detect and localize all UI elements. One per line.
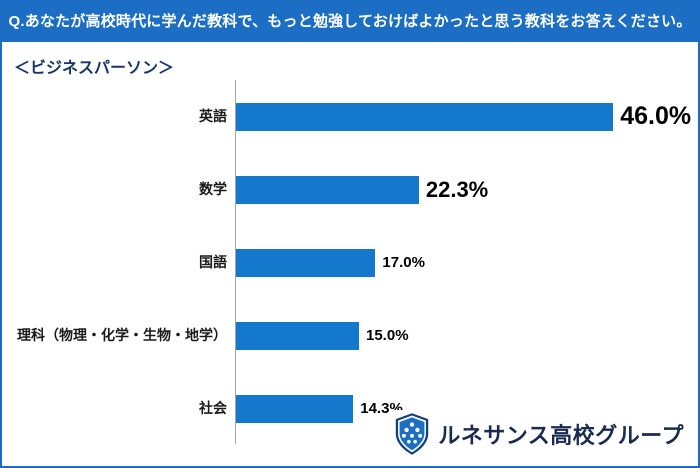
bar — [236, 321, 359, 350]
chart-row: 社会 14.3% — [2, 372, 698, 445]
category-label: 社会 — [199, 399, 227, 416]
plot-area: 15.0% — [235, 299, 698, 372]
plot-area: 17.0% — [235, 226, 698, 299]
group-label: ＜ビジネスパーソン＞ — [14, 60, 175, 77]
logo: ルネサンス高校グループ — [392, 410, 686, 458]
bar — [236, 394, 354, 423]
chart-row: 理科（物理・化学・生物・地学） 15.0% — [2, 299, 698, 372]
axis-line — [235, 80, 236, 444]
category-label: 国語 — [199, 253, 227, 270]
question-text: Q.あなたが高校時代に学んだ教科で、もっと勉強しておけばよかったと思う教科をお答… — [8, 13, 692, 30]
logo-shield-icon — [396, 413, 429, 455]
chart-row: 数学 22.3% — [2, 153, 698, 226]
bar — [236, 175, 419, 204]
bar — [236, 248, 376, 277]
value-label: 46.0% — [620, 102, 692, 130]
bar — [236, 102, 614, 131]
chart-row: 英語 46.0% — [2, 80, 698, 153]
chart-row: 国語 17.0% — [2, 226, 698, 299]
plot-area: 14.3% — [235, 372, 698, 445]
category-label: 英語 — [199, 107, 227, 124]
plot-area: 46.0% — [235, 80, 698, 153]
plot-area: 22.3% — [235, 153, 698, 226]
value-label: 17.0% — [382, 254, 425, 271]
category-label: 理科（物理・化学・生物・地学） — [17, 326, 227, 343]
value-label: 14.3% — [360, 400, 403, 417]
category-label: 数学 — [199, 180, 227, 197]
value-label: 22.3% — [425, 176, 489, 202]
bar-chart: 英語 46.0% 数学 22.3% 国語 17.0% 理科（物理・化学・生物・地… — [2, 80, 698, 448]
logo-text: ルネサンス高校グループ — [438, 423, 684, 448]
question-banner: Q.あなたが高校時代に学んだ教科で、もっと勉強しておけばよかったと思う教科をお答… — [2, 2, 698, 42]
value-label: 15.0% — [366, 327, 409, 344]
